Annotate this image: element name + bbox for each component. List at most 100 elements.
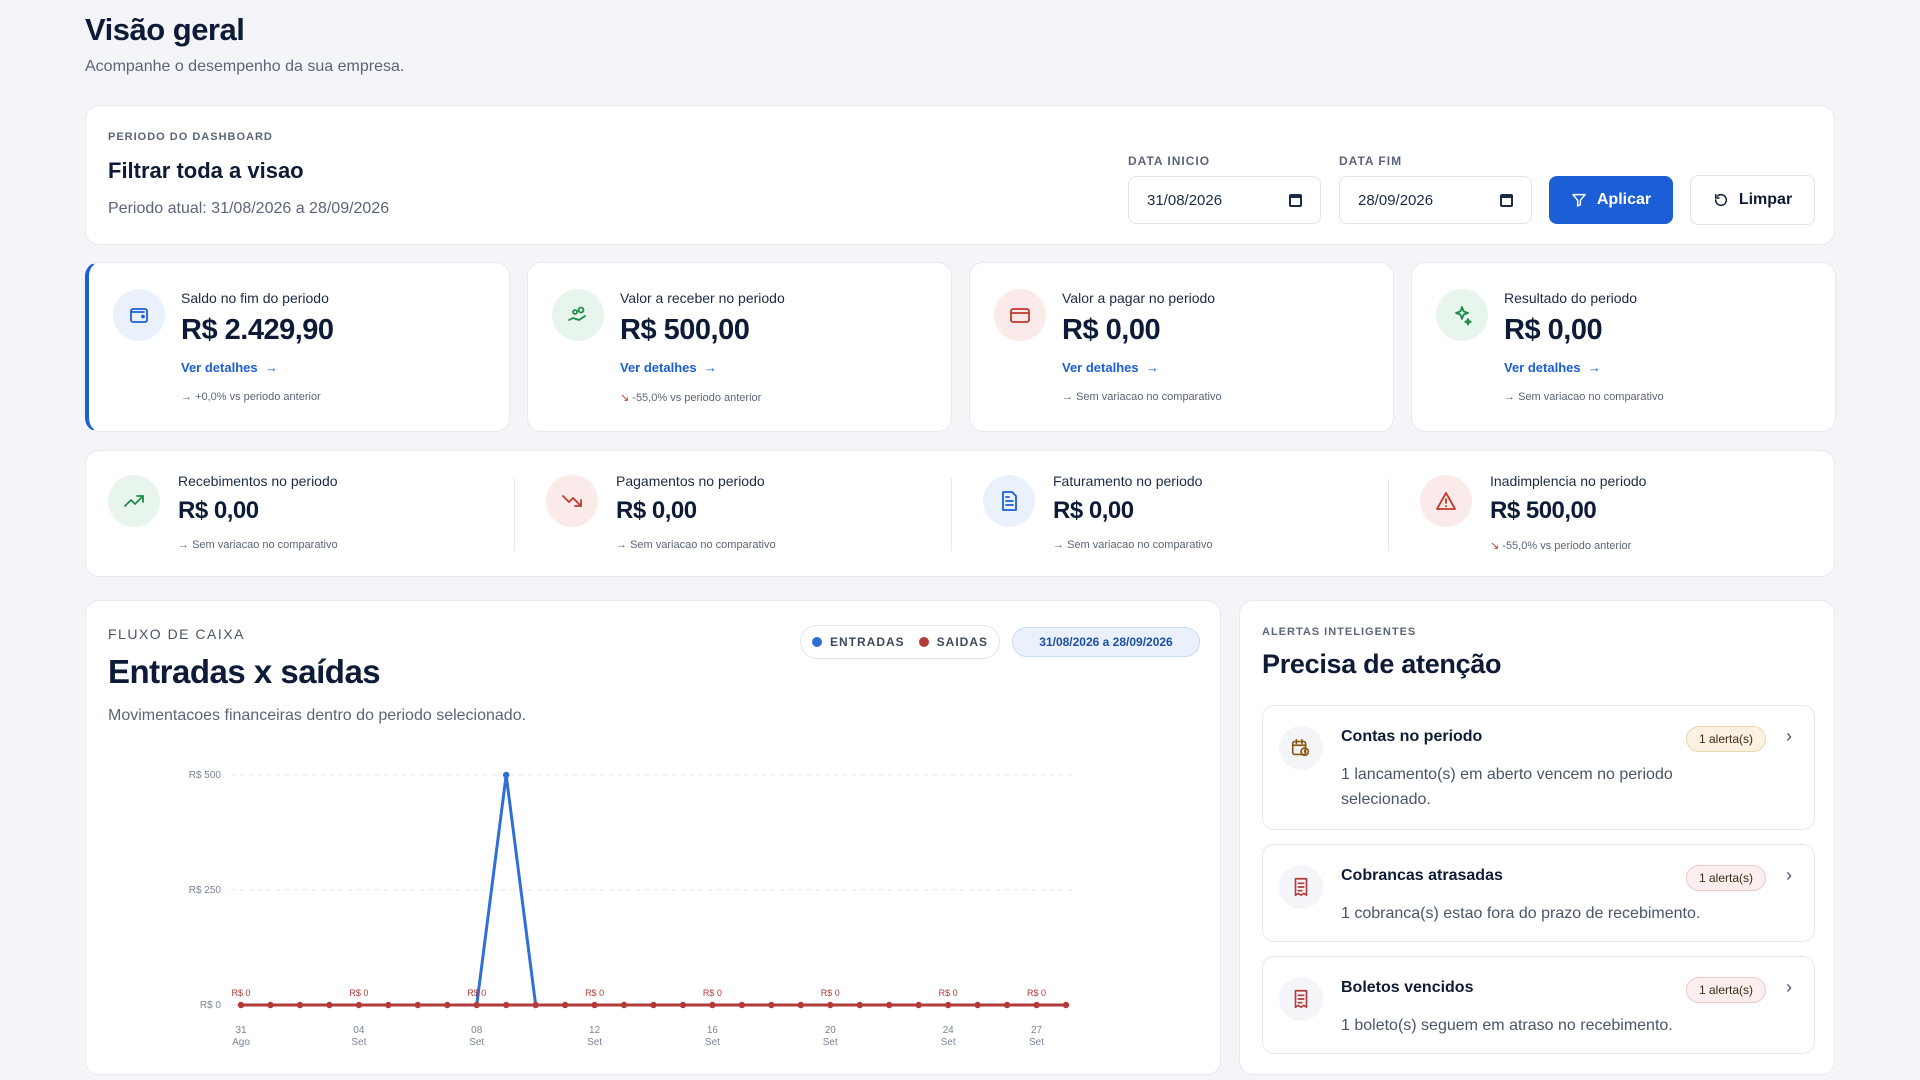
view-details-label: Ver detalhes bbox=[1062, 360, 1139, 375]
view-details-link[interactable]: Ver detalhes → bbox=[620, 360, 717, 375]
saidas-point bbox=[650, 1001, 657, 1009]
calendar-icon[interactable] bbox=[1500, 193, 1513, 207]
saidas-point bbox=[797, 1001, 805, 1009]
sparkles-icon bbox=[1455, 306, 1472, 326]
kpi-icon-wrap bbox=[113, 289, 165, 341]
data-label: R$ 0 bbox=[349, 988, 368, 998]
kpi-label: Valor a pagar no periodo bbox=[1062, 290, 1216, 306]
y-tick-label: R$ 250 bbox=[189, 885, 222, 896]
data-label: R$ 0 bbox=[467, 988, 486, 998]
chevron-right-icon[interactable]: › bbox=[1786, 977, 1792, 997]
view-details-link[interactable]: Ver detalhes → bbox=[1504, 360, 1601, 375]
kpi-label: Faturamento no periodo bbox=[1053, 473, 1203, 489]
saidas-point bbox=[915, 1001, 922, 1009]
alerts-eyebrow: ALERTAS INTELIGENTES bbox=[1262, 626, 1417, 638]
chart-range-badge: 31/08/2026 a 28/09/2026 bbox=[1012, 627, 1200, 657]
saidas-point bbox=[738, 1001, 746, 1009]
kpi-value: R$ 0,00 bbox=[178, 497, 259, 524]
x-tick-day: 12 bbox=[589, 1025, 601, 1036]
filter-eyebrow: PERIODO DO DASHBOARD bbox=[108, 131, 273, 143]
kpi-card[interactable]: Valor a pagar no periodo R$ 0,00 Ver detal… bbox=[969, 262, 1394, 432]
x-tick-month: Set bbox=[1029, 1037, 1044, 1048]
apply-button[interactable]: Aplicar bbox=[1549, 176, 1673, 224]
x-tick-month: Set bbox=[705, 1037, 720, 1048]
kpi-trend: → Sem variacao no comparativo bbox=[616, 539, 776, 551]
page-title: Visão geral bbox=[85, 12, 245, 47]
saidas-point bbox=[414, 1001, 421, 1009]
trend-right-icon: → bbox=[616, 539, 627, 551]
warning-icon bbox=[1436, 492, 1456, 510]
period-filter-card: PERIODO DO DASHBOARD Filtrar toda a visa… bbox=[85, 105, 1835, 245]
kpi-trend-text: Sem variacao no comparativo bbox=[630, 539, 776, 551]
chevron-right-icon[interactable]: › bbox=[1786, 726, 1792, 746]
x-tick-month: Set bbox=[941, 1037, 956, 1048]
calendar-clock-icon bbox=[1291, 738, 1310, 757]
kpi-card[interactable]: Valor a receber no periodo R$ 500,00 Ver d… bbox=[527, 262, 952, 432]
data-label: R$ 0 bbox=[231, 988, 250, 998]
page-subtitle: Acompanhe o desempenho da sua empresa. bbox=[85, 58, 405, 75]
x-tick-month: Set bbox=[587, 1037, 602, 1048]
trend-down-icon: ↘ bbox=[620, 392, 630, 404]
document-icon bbox=[1002, 491, 1017, 511]
kpi-label: Recebimentos no periodo bbox=[178, 473, 338, 489]
data-label: R$ 0 bbox=[1027, 988, 1046, 998]
alert-item[interactable]: Contas no periodo 1 lancamento(s) em aber… bbox=[1262, 705, 1815, 830]
saidas-point bbox=[856, 1001, 863, 1009]
entradas-legend-dot bbox=[811, 637, 822, 647]
kpi-trend-text: +0,0% vs periodo anterior bbox=[195, 391, 321, 403]
alert-item[interactable]: Cobrancas atrasadas 1 cobranca(s) estao f… bbox=[1262, 844, 1815, 942]
view-details-label: Ver detalhes bbox=[1504, 360, 1581, 375]
kpi-value: R$ 500,00 bbox=[1490, 497, 1597, 524]
kpi-icon-wrap bbox=[546, 475, 598, 527]
trend-right-icon: → bbox=[181, 391, 192, 403]
calendar-icon[interactable] bbox=[1289, 193, 1302, 207]
kpi-icon-wrap bbox=[1436, 289, 1488, 341]
end-date-input[interactable]: 28/09/2026 bbox=[1339, 176, 1532, 224]
apply-label: Aplicar bbox=[1596, 191, 1652, 208]
kpi-value: R$ 500,00 bbox=[620, 314, 750, 346]
saidas-legend-label: SAIDAS bbox=[936, 635, 988, 649]
credit-card-icon bbox=[1010, 308, 1030, 323]
alert-description: 1 lancamento(s) em aberto vencem no peri… bbox=[1341, 766, 1673, 808]
alert-item[interactable]: Boletos vencidos 1 boleto(s) seguem em at… bbox=[1262, 956, 1815, 1054]
alert-description: 1 boleto(s) seguem em atraso no recebime… bbox=[1341, 1017, 1673, 1034]
kpi-value: R$ 2.429,90 bbox=[181, 314, 334, 346]
kpi-label: Valor a receber no periodo bbox=[620, 290, 785, 306]
y-tick-label: R$ 0 bbox=[200, 1000, 222, 1011]
arrow-right-icon: → bbox=[700, 360, 717, 375]
filter-title: Filtrar toda a visao bbox=[108, 158, 304, 183]
kpi-card[interactable]: Resultado do periodo R$ 0,00 Ver detalhes … bbox=[1411, 262, 1836, 432]
saidas-point bbox=[355, 1001, 363, 1009]
chevron-right-icon[interactable]: › bbox=[1786, 865, 1792, 885]
view-details-link[interactable]: Ver detalhes → bbox=[181, 360, 278, 375]
kpi-label: Resultado do periodo bbox=[1504, 290, 1638, 306]
data-label: R$ 0 bbox=[703, 988, 722, 998]
x-tick-month: Set bbox=[823, 1037, 838, 1048]
kpi-trend: ↘ -55,0% vs periodo anterior bbox=[620, 391, 761, 404]
kpi-trend: ↘ -55,0% vs periodo anterior bbox=[1490, 539, 1631, 552]
kpi-card[interactable]: Saldo no fim do periodo R$ 2.429,90 Ver de… bbox=[85, 262, 510, 432]
saidas-point bbox=[473, 1001, 480, 1009]
saidas-point bbox=[267, 1001, 274, 1009]
end-date-field: DATA FIM 28/09/2026 bbox=[1339, 154, 1532, 224]
cashflow-chart-card: FLUXO DE CAIXA Entradas x saídas Movimen… bbox=[85, 600, 1221, 1075]
trend-down-icon: ↘ bbox=[1490, 540, 1500, 552]
x-tick-month: Ago bbox=[232, 1037, 250, 1048]
chart-description: Movimentacoes financeiras dentro do peri… bbox=[108, 707, 527, 724]
x-tick-month: Set bbox=[351, 1037, 366, 1048]
kpi-divider bbox=[951, 478, 952, 551]
x-tick-day: 08 bbox=[471, 1025, 483, 1036]
arrow-right-icon: → bbox=[1142, 360, 1159, 375]
start-date-input[interactable]: 31/08/2026 bbox=[1128, 176, 1321, 224]
view-details-link[interactable]: Ver detalhes → bbox=[1062, 360, 1159, 375]
clear-button[interactable]: Limpar bbox=[1690, 175, 1815, 225]
secondary-kpi-card: Recebimentos no periodo R$ 0,00 → Sem vari… bbox=[85, 450, 1835, 577]
trend-right-icon: → bbox=[1504, 391, 1515, 403]
saidas-point bbox=[444, 1001, 451, 1009]
kpi-trend: → +0,0% vs periodo anterior bbox=[181, 391, 321, 403]
chart-title: Entradas x saídas bbox=[108, 653, 381, 690]
saidas-point bbox=[886, 1001, 893, 1009]
x-tick-day: 24 bbox=[943, 1025, 955, 1036]
end-date-label: DATA FIM bbox=[1339, 154, 1403, 168]
kpi-trend-text: -55,0% vs periodo anterior bbox=[632, 392, 762, 404]
